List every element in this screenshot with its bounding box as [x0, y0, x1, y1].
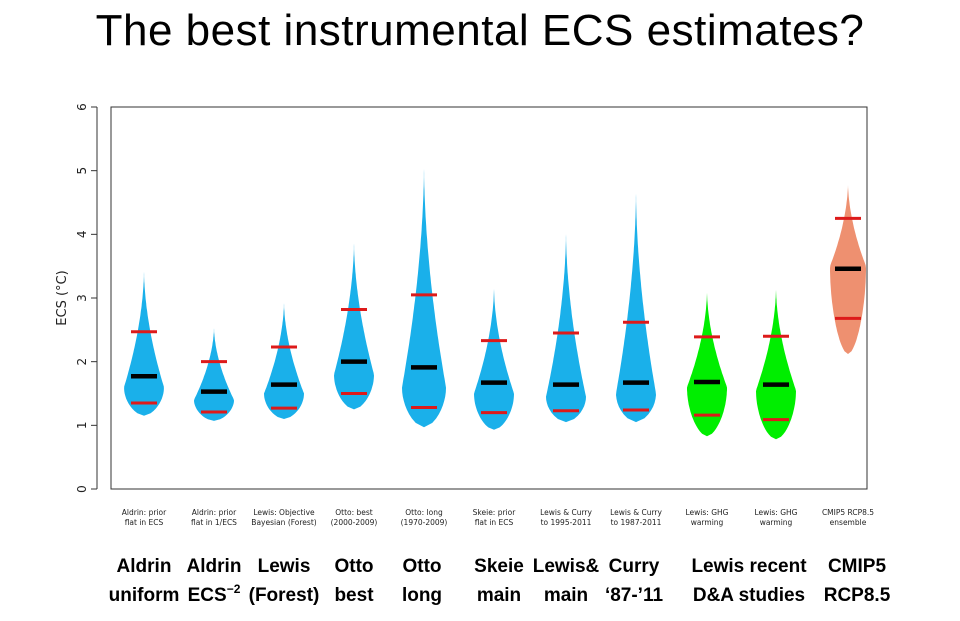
violin-3 [264, 301, 304, 419]
bottom-label-line2: main [543, 585, 589, 606]
category-label: Otto: best (2000-2009) [331, 508, 378, 527]
bottom-label-line1: Aldrin [116, 556, 172, 577]
y-tick-label: 2 [75, 358, 89, 366]
bottom-label-line2: RCP8.5 [823, 585, 891, 606]
bottom-label-7: Lewis& main [511, 552, 621, 610]
category-label: Aldrin: prior flat in ECS [122, 508, 167, 527]
category-label: Lewis: GHG warming [686, 508, 729, 527]
category-label: Lewis: Objective Bayesian (Forest) [251, 508, 316, 527]
superscript: −2 [226, 582, 241, 596]
y-tick-label: 0 [75, 485, 89, 493]
bottom-label-line1: Lewis [257, 556, 311, 577]
bottom-label-line1: Skeie [474, 556, 524, 577]
violins [124, 164, 866, 440]
bottom-label-line2: main [476, 585, 522, 606]
y-tick-label: 4 [75, 231, 89, 239]
bottom-label-9: Lewis recent D&A studies [679, 552, 819, 610]
bottom-label-line2: ‘87-’11 [604, 585, 664, 606]
violin-8 [616, 189, 656, 423]
y-tick-label: 1 [75, 422, 89, 430]
bottom-label-6: Skeie main [444, 552, 554, 610]
bottom-label-line1: CMIP5 [827, 556, 887, 577]
violin-4 [334, 240, 374, 410]
bottom-label-line2: long [401, 585, 443, 606]
bottom-label-line1: Otto [402, 556, 442, 577]
plot-frame [110, 106, 868, 490]
y-axis: 0 1 2 3 4 5 6 [75, 103, 98, 493]
bottom-label-5: Otto long [367, 552, 477, 610]
bottom-label-line2: uniform [108, 585, 180, 606]
category-labels: Aldrin: prior flat in ECS Aldrin: prior fla… [122, 508, 874, 527]
bottom-label-4: Otto best [299, 552, 409, 610]
bottom-label-line1: Lewis recent [691, 556, 807, 577]
y-tick-label: 3 [75, 294, 89, 302]
bottom-label-line1: Aldrin [186, 556, 242, 577]
bottom-label-line2: D&A studies [692, 585, 806, 606]
bottom-label-8: Curry ‘87-’11 [579, 552, 689, 610]
category-label: Aldrin: prior flat in 1/ECS [191, 508, 237, 527]
category-label: Lewis: GHG warming [755, 508, 798, 527]
category-label: CMIP5 RCP8.5 ensemble [822, 508, 874, 527]
bottom-label-line1: Otto [334, 556, 374, 577]
bottom-label-10: CMIP5 RCP8.5 [802, 552, 912, 610]
violin-2 [194, 326, 234, 421]
violin-7 [546, 231, 586, 423]
violin-6 [474, 286, 514, 430]
bottom-label-line2: (Forest) [248, 585, 320, 606]
bottom-label-line1: Lewis& [532, 556, 600, 577]
slide-title: The best instrumental ECS estimates? [95, 6, 865, 55]
bottom-label-line1: Curry [608, 556, 660, 577]
category-label: Otto: long (1970-2009) [401, 508, 448, 527]
bottom-label-2: Aldrin ECS−2 [159, 552, 269, 610]
category-label: Skeie: prior flat in ECS [473, 508, 517, 527]
bottom-label-1: Aldrin uniform [89, 552, 199, 610]
category-label: Lewis & Curry to 1995-2011 [540, 508, 592, 527]
violin-9 [687, 290, 727, 437]
y-axis-label: ECS (°C) [55, 270, 70, 325]
bottom-label-3: Lewis (Forest) [229, 552, 339, 610]
y-tick-label: 6 [75, 103, 89, 111]
bottom-label-line2: ECS−2 [187, 582, 241, 606]
category-label: Lewis & Curry to 1987-2011 [610, 508, 662, 527]
bottom-label-line2: best [334, 585, 374, 606]
violin-10 [756, 287, 796, 440]
violin-1 [124, 269, 164, 416]
y-tick-label: 5 [75, 167, 89, 175]
